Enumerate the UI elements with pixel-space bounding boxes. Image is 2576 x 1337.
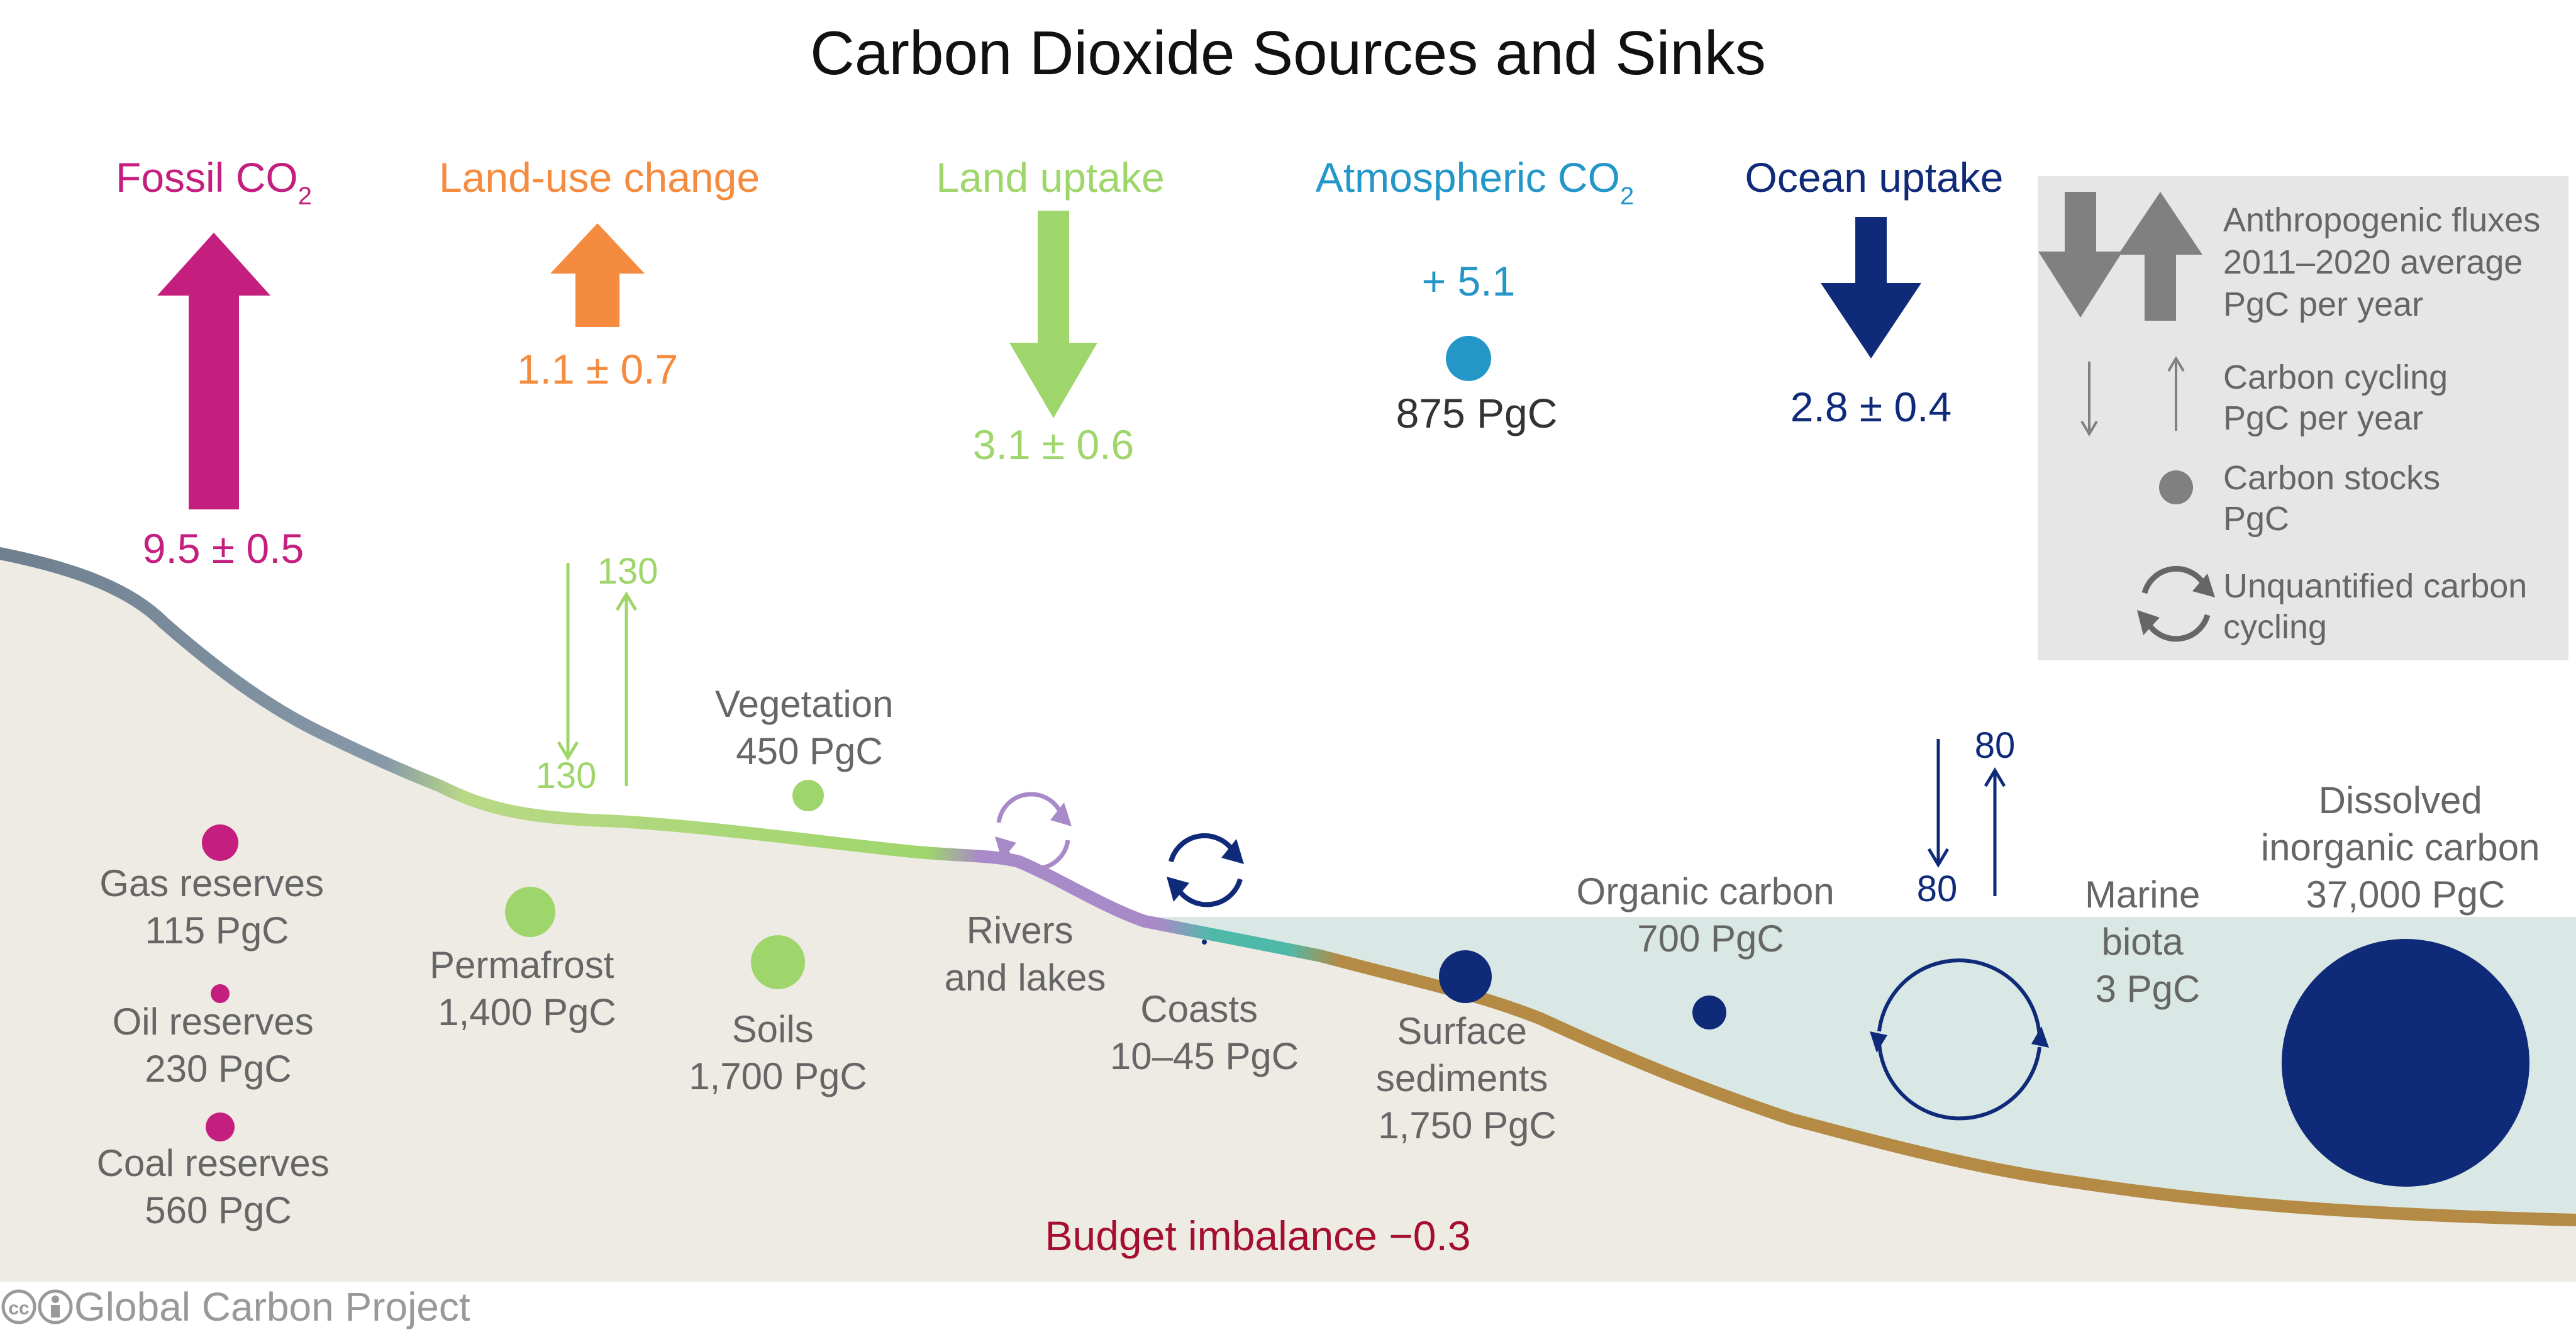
legend-cycle-arrows-icon [2137,565,2215,642]
ocean-cycling-up-value: 80 [1975,725,2016,766]
ocean-uptake-arrow [1821,217,1921,358]
marine-cycle-icon [1870,958,2049,1121]
land-use-change-value: 1.1 ± 0.7 [517,346,678,392]
land-uptake-arrow [1009,211,1097,418]
organic-carbon-label: Organic carbon 700 PgC [1577,870,1845,960]
coal-reserves-dot [206,1112,235,1141]
creative-commons-icon: cc [1,1289,73,1324]
fossil-co2-value: 9.5 ± 0.5 [143,525,304,572]
atmospheric-co2-label: Atmospheric CO2 [1316,154,1634,210]
diagram-title: Carbon Dioxide Sources and Sinks [810,18,1766,87]
dissolved-inorganic-carbon-dot [2282,939,2529,1187]
coasts-cycle-icon [1167,833,1244,907]
coal-reserves-label: Coal reserves 560 PgC [97,1142,340,1231]
legend-cycling-text: Carbon cycling PgC per year [2223,358,2457,437]
legend-stock-dot-icon [2159,470,2193,504]
rivers-cycle-icon [995,792,1072,871]
atmospheric-co2-stock: 875 PgC [1396,390,1558,436]
vegetation-dot [792,780,824,811]
legend-thin-up-arrowhead-icon [2167,356,2185,372]
dissolved-inorganic-carbon-label: Dissolved inorganic carbon 37,000 PgC [2261,779,2550,916]
legend: Anthropogenic fluxes 2011–2020 average P… [2038,176,2568,660]
permafrost-dot [505,887,555,937]
land-uptake-label: Land uptake [936,154,1164,201]
rivers-lakes-label: Rivers and lakes [945,909,1106,999]
vegetation-label: Vegetation 450 PgC [715,683,904,772]
ocean-uptake-label: Ocean uptake [1745,154,2004,201]
gas-reserves-dot [202,824,238,861]
land-ground [0,553,2576,1282]
fossil-co2-label: Fossil CO2 [116,154,312,210]
legend-up-arrow-icon [2118,192,2202,321]
sediments-label: Surface sediments 1,750 PgC [1376,1010,1558,1146]
legend-thin-down-arrowhead-icon [2080,420,2098,436]
oil-reserves-label: Oil reserves 230 PgC [113,1001,325,1090]
svg-text:cc: cc [8,1298,29,1319]
land-cycling-up-value: 130 [597,551,658,592]
legend-box [2038,176,2568,660]
budget-imbalance: Budget imbalance −0.3 [1045,1212,1471,1259]
legend-unquantified-text: Unquantified carbon cycling [2223,567,2536,646]
permafrost-label: Permafrost 1,400 PgC [430,944,625,1033]
soils-label: Soils 1,700 PgC [689,1008,867,1097]
fossil-co2-arrow [157,233,270,509]
coasts-dot [1202,940,1207,945]
credit-text: Global Carbon Project [74,1284,470,1329]
legend-stocks-text: Carbon stocks PgC [2223,459,2450,538]
legend-down-arrow-icon [2038,192,2123,318]
ocean-cycling-arrows [1927,739,2006,896]
oil-reserves-dot [211,984,230,1003]
land-cycling-arrows [557,563,638,786]
gas-reserves-label: Gas reserves 115 PgC [99,862,334,951]
land-use-change-label: Land-use change [439,154,760,201]
coasts-label: Coasts 10–45 PgC [1110,988,1299,1077]
soils-dot [751,935,805,989]
sediments-dot [1439,950,1492,1003]
legend-anthropogenic-text: Anthropogenic fluxes 2011–2020 average P… [2223,201,2550,323]
ocean-uptake-value: 2.8 ± 0.4 [1790,384,1951,430]
atmospheric-co2-growth: + 5.1 [1422,258,1516,304]
atmospheric-co2-dot [1446,336,1491,381]
land-uptake-value: 3.1 ± 0.6 [973,421,1134,468]
land-use-change-arrow [550,223,645,327]
land-cycling-down-value: 130 [536,755,597,796]
land-surface-edge [0,547,2576,1226]
ocean-cycling-down-value: 80 [1917,868,1958,909]
organic-carbon-dot [1692,996,1726,1029]
marine-biota-label: Marine biota 3 PgC [2085,874,2211,1010]
